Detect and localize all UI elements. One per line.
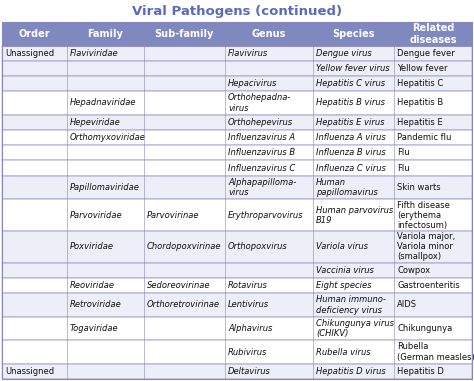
Text: Genus: Genus <box>252 29 286 39</box>
Text: Papillomaviridae: Papillomaviridae <box>70 183 140 192</box>
Bar <box>2 76 472 91</box>
Text: Human parvovirus
B19: Human parvovirus B19 <box>316 206 393 225</box>
Text: Cowpox: Cowpox <box>397 266 430 275</box>
Text: Orthohepevirus: Orthohepevirus <box>228 118 293 127</box>
Text: Viral Pathogens (continued): Viral Pathogens (continued) <box>132 5 342 18</box>
Text: Chikungunya virus
(CHIKV): Chikungunya virus (CHIKV) <box>316 319 394 338</box>
Text: Eight species: Eight species <box>316 281 371 290</box>
Text: Rubella virus: Rubella virus <box>316 347 371 357</box>
Text: Alphapapilloma-
virus: Alphapapilloma- virus <box>228 178 296 197</box>
Text: Parvovirinae: Parvovirinae <box>146 211 199 219</box>
Text: Variola virus: Variola virus <box>316 242 368 251</box>
Text: Rotavirus: Rotavirus <box>228 281 268 290</box>
Text: Alphavirus: Alphavirus <box>228 324 273 333</box>
Text: Hepadnaviridae: Hepadnaviridae <box>70 98 136 107</box>
Text: Unassigned: Unassigned <box>5 367 54 376</box>
Text: Orthomyxoviridae: Orthomyxoviridae <box>70 133 146 142</box>
Text: Dengue virus: Dengue virus <box>316 49 372 58</box>
Text: Flaviviridae: Flaviviridae <box>70 49 118 58</box>
Bar <box>2 231 472 263</box>
Text: Influenzavirus B: Influenzavirus B <box>228 148 295 157</box>
Text: Flu: Flu <box>397 148 410 157</box>
Bar <box>2 364 472 379</box>
Text: Sub-family: Sub-family <box>155 29 214 39</box>
Text: Orthoretrovirinae: Orthoretrovirinae <box>146 301 219 309</box>
Text: Hepatitis C: Hepatitis C <box>397 79 444 88</box>
Text: Skin warts: Skin warts <box>397 183 441 192</box>
Text: Unassigned: Unassigned <box>5 49 54 58</box>
Bar <box>2 130 472 145</box>
Text: Hepatitis B: Hepatitis B <box>397 98 444 107</box>
Bar <box>2 317 472 340</box>
Bar <box>2 115 472 130</box>
Text: Hepatitis E virus: Hepatitis E virus <box>316 118 384 127</box>
Text: Pandemic flu: Pandemic flu <box>397 133 452 142</box>
Text: Togaviridae: Togaviridae <box>70 324 118 333</box>
Text: Related
diseases: Related diseases <box>410 23 457 45</box>
Text: Parvoviridae: Parvoviridae <box>70 211 122 219</box>
Text: Influenzavirus C: Influenzavirus C <box>228 163 295 173</box>
Text: Yellow fever virus: Yellow fever virus <box>316 64 390 73</box>
Text: Deltavirus: Deltavirus <box>228 367 271 376</box>
Text: Hepatitis D virus: Hepatitis D virus <box>316 367 386 376</box>
Text: Hepatitis B virus: Hepatitis B virus <box>316 98 385 107</box>
Text: Lentivirus: Lentivirus <box>228 301 269 309</box>
Text: Species: Species <box>332 29 375 39</box>
Text: Sedoreovirinae: Sedoreovirinae <box>146 281 210 290</box>
Bar <box>2 340 472 364</box>
Text: Influenza A virus: Influenza A virus <box>316 133 386 142</box>
Bar <box>2 45 472 61</box>
Text: AIDS: AIDS <box>397 301 417 309</box>
Text: Influenza B virus: Influenza B virus <box>316 148 386 157</box>
Text: Yellow fever: Yellow fever <box>397 64 448 73</box>
Text: Orthopoxvirus: Orthopoxvirus <box>228 242 288 251</box>
Text: Hepatitis E: Hepatitis E <box>397 118 443 127</box>
Text: Flu: Flu <box>397 163 410 173</box>
Text: Reoviridae: Reoviridae <box>70 281 115 290</box>
Text: Vaccinia virus: Vaccinia virus <box>316 266 374 275</box>
Text: Rubivirus: Rubivirus <box>228 347 267 357</box>
Text: Influenzavirus A: Influenzavirus A <box>228 133 295 142</box>
Bar <box>2 145 472 160</box>
Text: Chikungunya: Chikungunya <box>397 324 453 333</box>
Bar <box>2 199 472 231</box>
Text: Dengue fever: Dengue fever <box>397 49 455 58</box>
Bar <box>2 91 472 115</box>
Text: Human
papillomavirus: Human papillomavirus <box>316 178 378 197</box>
Bar <box>2 61 472 76</box>
Text: Rubella
(German measles): Rubella (German measles) <box>397 343 474 362</box>
Text: Variola major,
Variola minor
(smallpox): Variola major, Variola minor (smallpox) <box>397 232 456 261</box>
Text: Chordopoxvirinae: Chordopoxvirinae <box>146 242 221 251</box>
Bar <box>2 160 472 176</box>
Bar <box>2 22 472 45</box>
Bar <box>2 176 472 199</box>
Bar <box>2 293 472 317</box>
Text: Order: Order <box>18 29 50 39</box>
Text: Hepacivirus: Hepacivirus <box>228 79 277 88</box>
Bar <box>2 263 472 278</box>
Text: Hepeviridae: Hepeviridae <box>70 118 120 127</box>
Text: Orthohepadna-
virus: Orthohepadna- virus <box>228 93 292 112</box>
Text: Influenza C virus: Influenza C virus <box>316 163 386 173</box>
Text: Hepatitis C virus: Hepatitis C virus <box>316 79 385 88</box>
Text: Gastroenteritis: Gastroenteritis <box>397 281 460 290</box>
Text: Fifth disease
(erythema
infectosum): Fifth disease (erythema infectosum) <box>397 200 450 230</box>
Text: Flavivirus: Flavivirus <box>228 49 268 58</box>
Text: Family: Family <box>87 29 123 39</box>
Bar <box>2 278 472 293</box>
Text: Hepatitis D: Hepatitis D <box>397 367 444 376</box>
Text: Human immuno-
deficiency virus: Human immuno- deficiency virus <box>316 295 386 314</box>
Text: Poxviridae: Poxviridae <box>70 242 114 251</box>
Text: Erythroparvovirus: Erythroparvovirus <box>228 211 303 219</box>
Text: Retroviridae: Retroviridae <box>70 301 121 309</box>
